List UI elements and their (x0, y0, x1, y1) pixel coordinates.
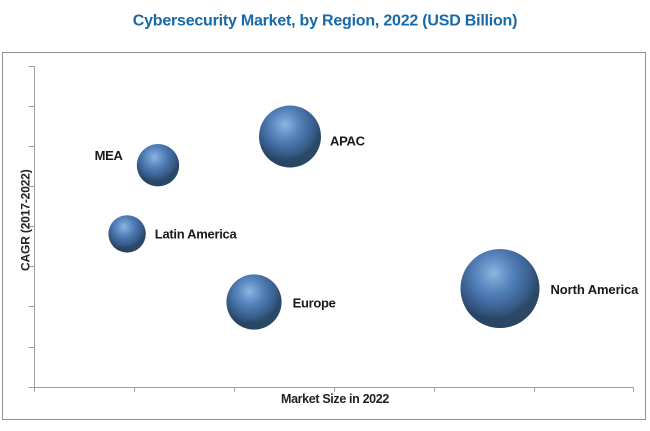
svg-text:North America: North America (551, 282, 640, 297)
svg-text:Latin America: Latin America (155, 227, 238, 242)
svg-text:Cybersecurity Market, by Regio: Cybersecurity Market, by Region, 2022 (U… (133, 13, 517, 30)
svg-text:APAC: APAC (330, 134, 366, 149)
svg-text:MEA: MEA (95, 148, 124, 163)
svg-text:Market Size in 2022: Market Size in 2022 (281, 392, 389, 406)
svg-text:Europe: Europe (293, 296, 336, 311)
svg-text:CAGR (2017-2022): CAGR (2017-2022) (19, 169, 33, 271)
